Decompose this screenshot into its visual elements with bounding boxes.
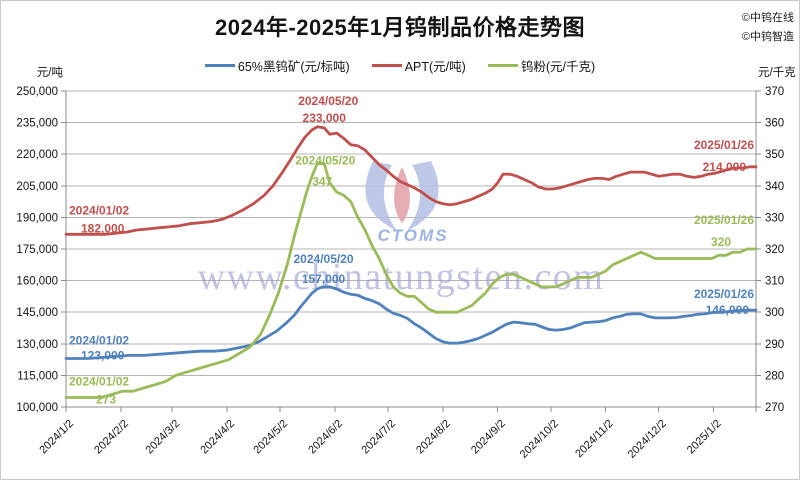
x-axis-label: 2024/3/2 — [144, 418, 183, 457]
annotation-date: 2025/01/26 — [694, 213, 754, 227]
annotation-date: 2025/01/26 — [694, 138, 754, 152]
x-axis-label: 2024/9/2 — [469, 418, 508, 457]
y-axis-label-right: 350 — [765, 149, 784, 161]
annotation-value: 273 — [96, 393, 116, 407]
y-axis-label-right: 300 — [765, 307, 784, 319]
annotation-date: 2024/01/02 — [69, 203, 129, 217]
x-axis-label: 2024/4/2 — [198, 418, 237, 457]
legend-label: APT(元/吨) — [404, 60, 466, 74]
annotation-value: 347 — [312, 175, 332, 189]
right-axis-unit-label: 元/千克 — [758, 67, 796, 79]
watermark-logo-text: CTOMS — [377, 226, 448, 245]
y-axis-label-left: 145,000 — [16, 307, 58, 319]
annotation-value: 182,000 — [81, 221, 125, 235]
legend-line-swatch — [204, 64, 235, 67]
annotation-value: 233,000 — [303, 111, 347, 125]
y-axis-label-left: 130,000 — [16, 339, 58, 351]
annotation-date: 2024/05/20 — [294, 252, 354, 266]
y-axis-label-right: 310 — [765, 276, 784, 288]
x-axis-label: 2024/5/2 — [251, 418, 290, 457]
watermark-logo-right-petal — [407, 161, 439, 231]
y-axis-label-left: 100,000 — [16, 402, 58, 414]
x-axis-label: 2024/10/2 — [518, 418, 561, 461]
annotation-value: 157,000 — [302, 272, 346, 286]
legend-label: 65%黑钨矿(元/标吨) — [237, 60, 350, 74]
y-axis-label-left: 220,000 — [16, 149, 58, 161]
left-axis-unit-label: 元/吨 — [36, 67, 63, 79]
y-axis-label-left: 160,000 — [16, 276, 58, 288]
annotation-value: 320 — [711, 235, 731, 249]
legend-line-swatch — [371, 64, 402, 67]
annotation-value: 123,000 — [81, 349, 125, 363]
y-axis-label-left: 250,000 — [16, 86, 58, 98]
copyright-line-1: ©中钨在线 — [741, 12, 794, 24]
legend-line-swatch — [487, 64, 518, 67]
x-axis-label: 2024/7/2 — [359, 418, 398, 457]
y-axis-label-left: 205,000 — [16, 181, 58, 193]
series-line — [64, 285, 758, 360]
y-axis-label-right: 290 — [765, 339, 784, 351]
series-line — [64, 162, 758, 399]
y-axis-label-left: 190,000 — [16, 212, 58, 224]
annotation-date: 2025/01/26 — [694, 287, 754, 301]
watermark: CTOMS www.chinatungsten.com — [198, 161, 605, 298]
y-axis-label-right: 270 — [765, 402, 784, 414]
x-axis-label: 2024/1/2 — [37, 418, 76, 457]
annotation-value: 214,000 — [703, 160, 747, 174]
watermark-text: www.chinatungsten.com — [198, 256, 605, 298]
y-axis-label-right: 370 — [765, 86, 784, 98]
y-axis-label-right: 320 — [765, 244, 784, 256]
y-axis-label-left: 115,000 — [17, 370, 58, 382]
legend-item: APT(元/吨) — [371, 56, 466, 75]
x-axis-label: 2025/1/2 — [685, 418, 724, 457]
copyright-block: ©中钨在线 ©中钨智造 — [742, 9, 794, 47]
y-axis-label-left: 175,000 — [16, 244, 58, 256]
annotation-value: 146,000 — [706, 303, 750, 317]
annotation-date: 2024/01/02 — [69, 375, 129, 389]
legend-label: 钨粉(元/千克) — [520, 60, 596, 74]
copyright-line-2: ©中钨智造 — [741, 31, 794, 43]
y-axis-label-right: 280 — [765, 370, 784, 382]
x-axis-label: 2024/12/2 — [626, 418, 669, 461]
watermark-logo-left-petal — [365, 161, 397, 231]
y-axis-label-right: 340 — [765, 181, 784, 193]
x-axis-label: 2024/2/2 — [92, 418, 131, 457]
page-title: 2024年-2025年1月钨制品价格走势图 — [215, 15, 585, 40]
x-axis-label: 2024/8/2 — [414, 418, 453, 457]
x-axis-label: 2024/11/2 — [573, 418, 616, 461]
legend: 65%黑钨矿(元/标吨) APT(元/吨) 钨粉(元/千克) — [1, 56, 799, 75]
annotation-date: 2024/05/20 — [298, 94, 358, 108]
watermark-logo-center-petal — [394, 167, 410, 223]
x-axis-label: 2024/6/2 — [306, 418, 345, 457]
legend-item: 钨粉(元/千克) — [487, 56, 596, 75]
y-axis-label-right: 330 — [765, 212, 784, 224]
annotation-date: 2024/05/20 — [295, 154, 355, 168]
annotation-date: 2024/01/02 — [69, 334, 129, 348]
series-line — [64, 125, 758, 236]
legend-item: 65%黑钨矿(元/标吨) — [204, 56, 350, 75]
y-axis-label-left: 235,000 — [16, 118, 58, 130]
y-axis-label-right: 360 — [765, 118, 784, 130]
